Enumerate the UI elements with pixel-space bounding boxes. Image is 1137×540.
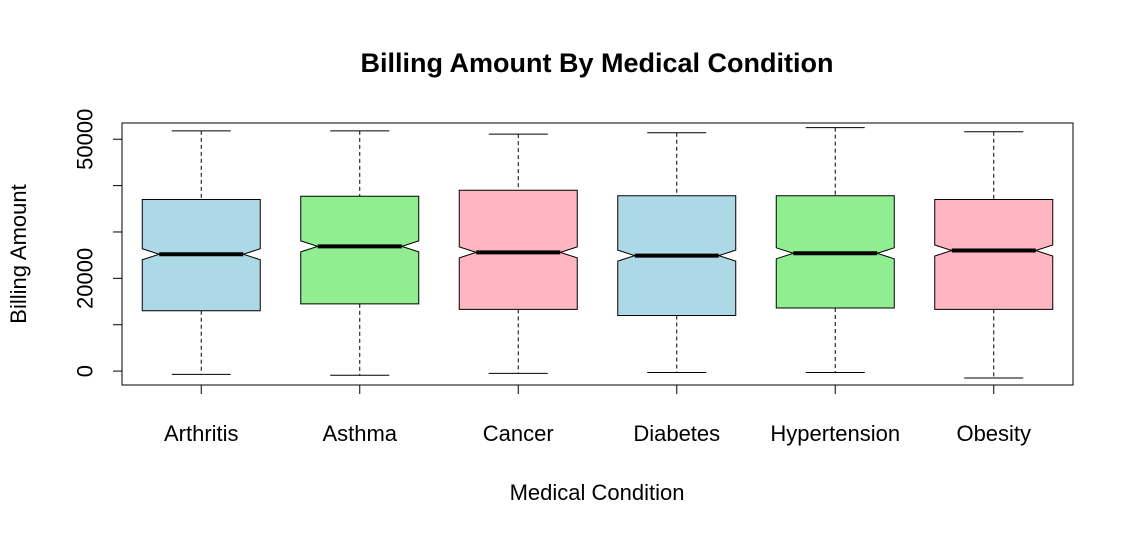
box-body bbox=[458, 189, 578, 310]
plot-frame bbox=[121, 122, 1074, 386]
y-axis: 0 20000 50000 bbox=[73, 109, 123, 377]
y-axis-title: Billing Amount bbox=[6, 184, 31, 323]
box-body bbox=[934, 199, 1054, 310]
box-asthma bbox=[300, 130, 420, 376]
x-tick-label: Asthma bbox=[322, 421, 397, 446]
x-tick-label: Arthritis bbox=[164, 421, 239, 446]
box-group bbox=[141, 127, 1054, 379]
y-tick-label: 20000 bbox=[73, 248, 98, 309]
x-tick-label: Diabetes bbox=[633, 421, 720, 446]
box-body bbox=[300, 195, 420, 305]
x-tick-label: Obesity bbox=[956, 421, 1031, 446]
box-cancer bbox=[458, 133, 578, 374]
x-tick-label: Hypertension bbox=[770, 421, 900, 446]
box-diabetes bbox=[617, 132, 737, 373]
x-tick-label: Cancer bbox=[483, 421, 554, 446]
x-axis-title: Medical Condition bbox=[510, 480, 685, 505]
y-tick-label: 0 bbox=[73, 365, 98, 377]
y-tick-label: 50000 bbox=[73, 109, 98, 170]
chart-title: Billing Amount By Medical Condition bbox=[361, 48, 834, 78]
box-hypertension bbox=[775, 127, 895, 373]
x-axis: Arthritis Asthma Cancer Diabetes Hypertensio… bbox=[164, 384, 1031, 446]
box-obesity bbox=[934, 131, 1054, 379]
box-arthritis bbox=[141, 130, 261, 375]
